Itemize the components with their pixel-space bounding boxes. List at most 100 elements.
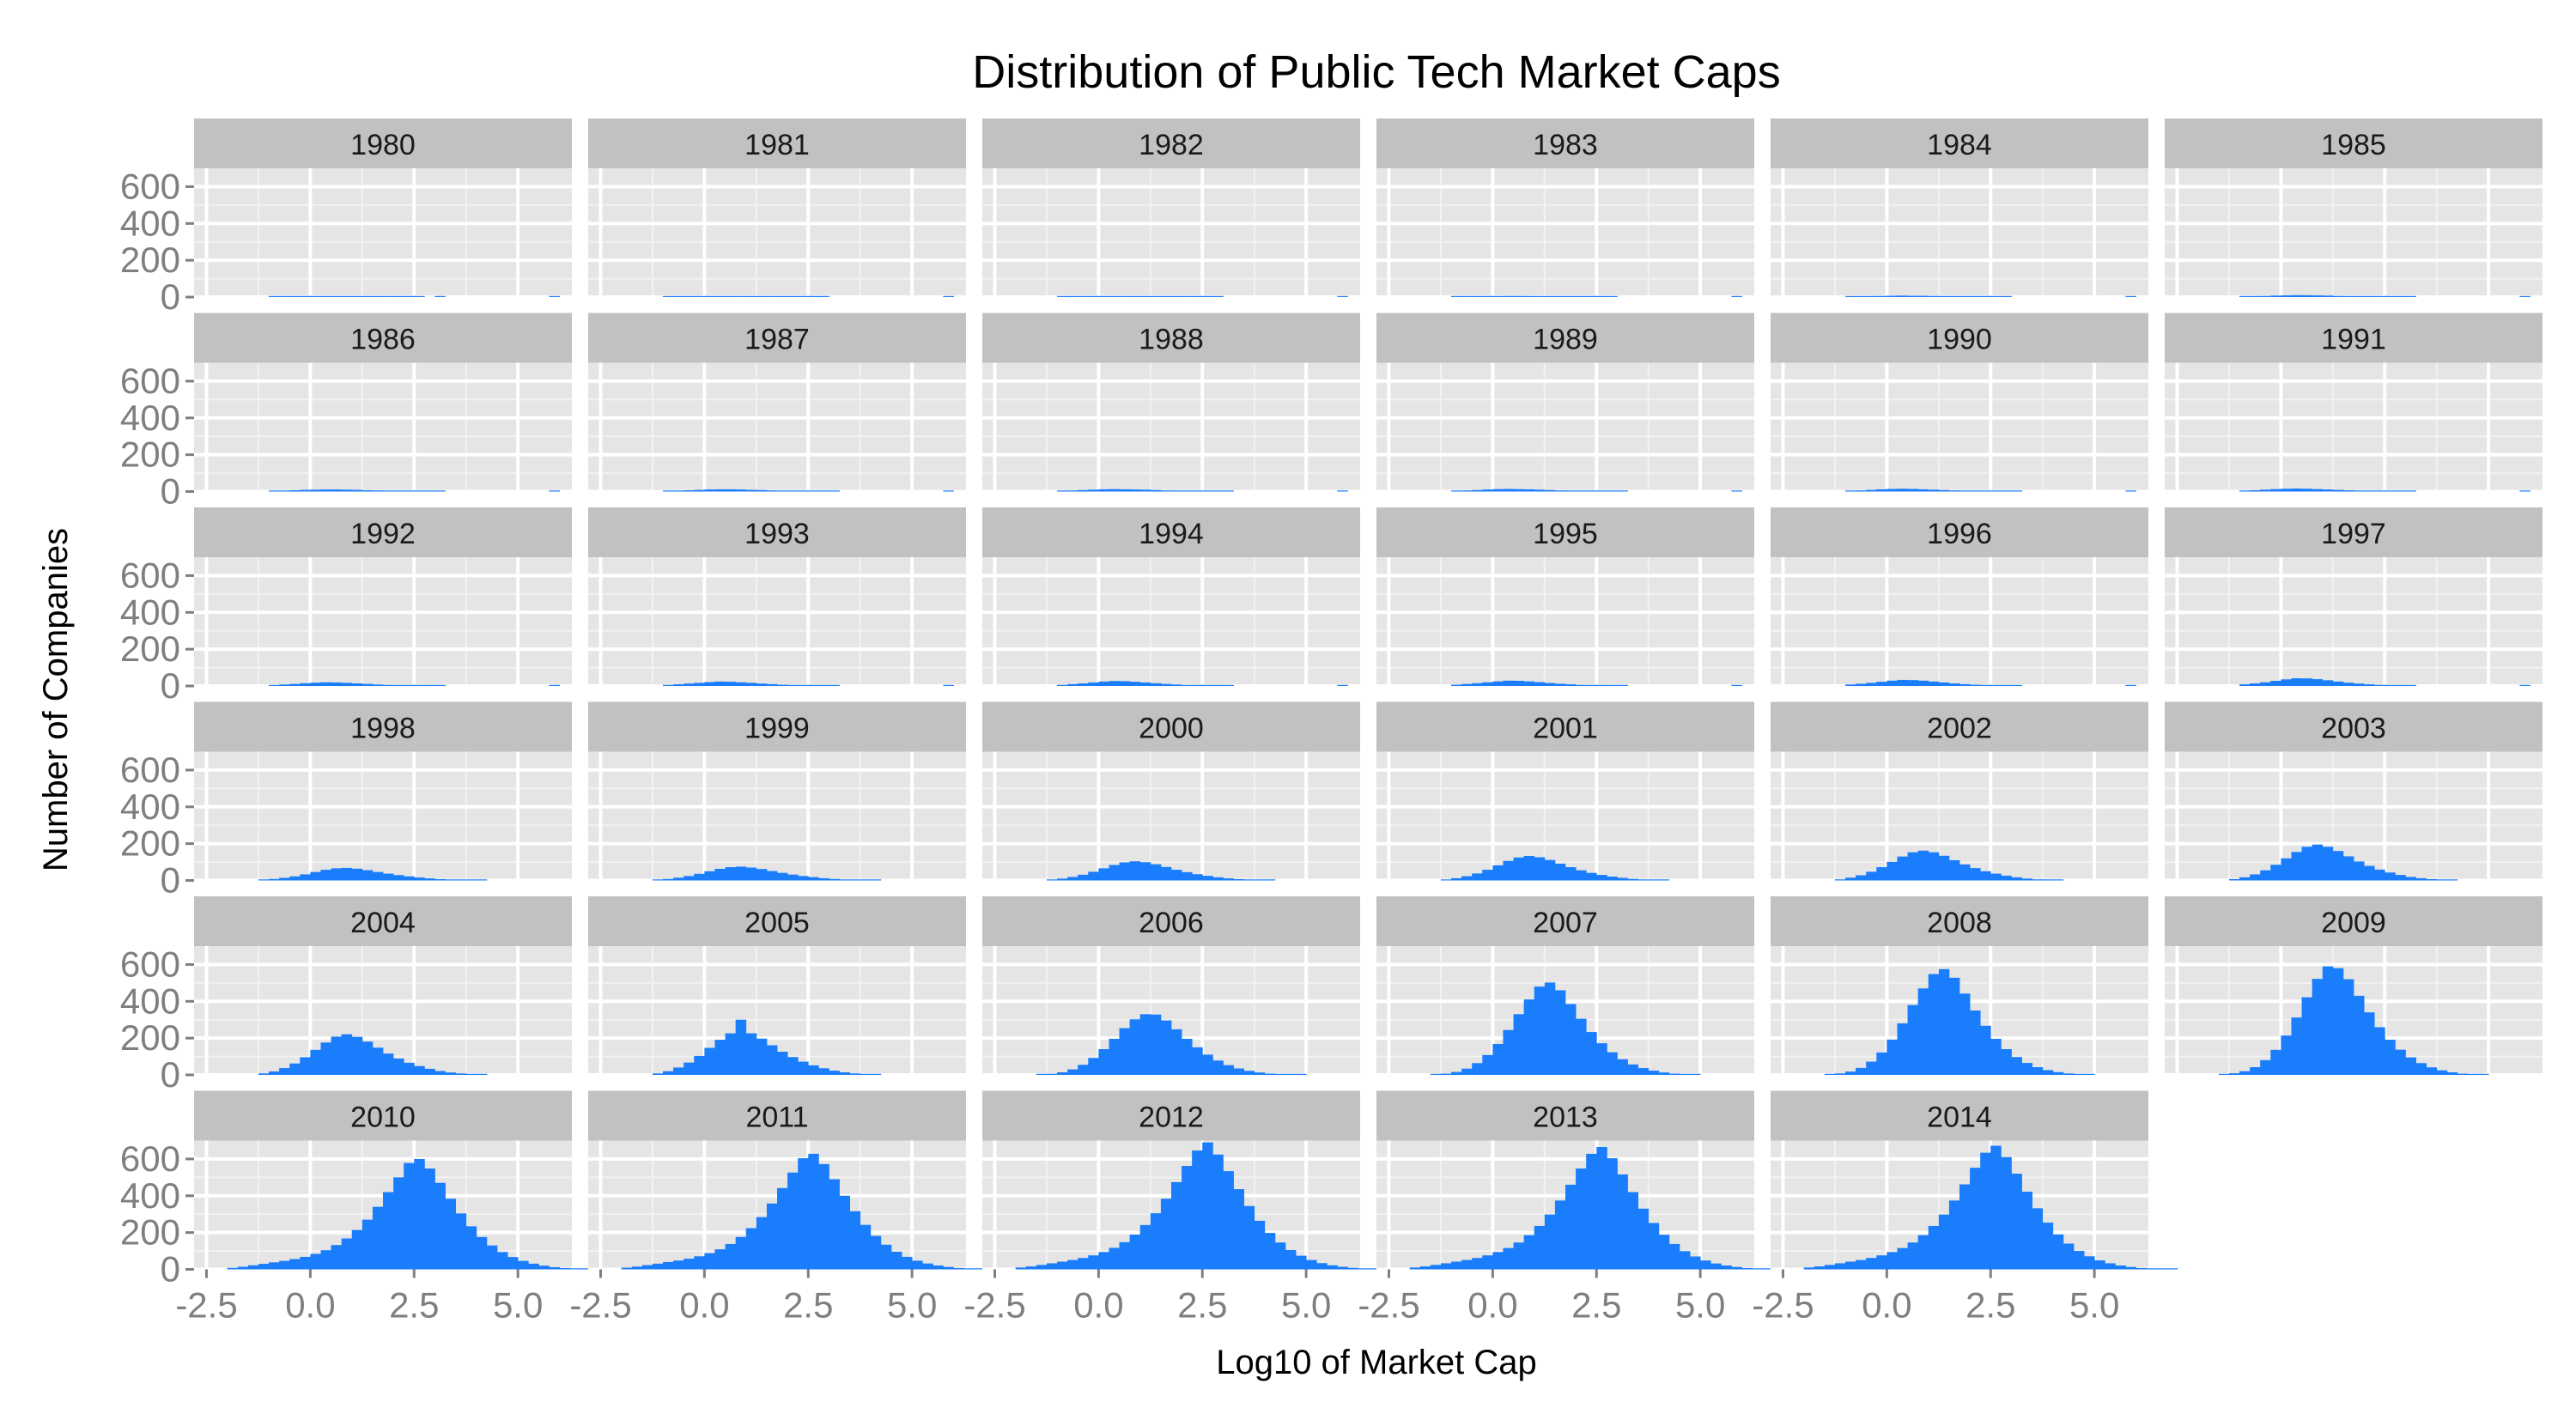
histogram-bar [673, 1260, 684, 1270]
histogram-bar [1078, 295, 1089, 297]
histogram-bar [2032, 879, 2044, 881]
histogram-bar [1658, 1235, 1670, 1270]
histogram-bar [414, 490, 425, 492]
histogram-bar [1492, 295, 1504, 297]
y-tick-label: 200 [120, 628, 180, 669]
facet-panel-1990: 1990 [1771, 313, 2148, 494]
histogram-bar [1223, 684, 1234, 686]
histogram-bar [258, 1264, 270, 1270]
facet-strip-label: 1996 [1927, 518, 1992, 550]
histogram-bar [756, 683, 768, 686]
y-tick-label: 600 [120, 555, 180, 595]
histogram-bar [455, 1213, 467, 1270]
histogram-bar [1192, 295, 1203, 297]
histogram-bar [1451, 877, 1462, 881]
histogram-bar [404, 1162, 415, 1270]
x-tick-label: 0.0 [1862, 1285, 1911, 1326]
facet-strip-label: 2012 [1139, 1102, 1204, 1134]
histogram-bar [361, 1219, 374, 1270]
histogram-bar [1980, 1152, 1991, 1270]
histogram-bar [1078, 683, 1089, 686]
histogram-bar [320, 489, 331, 492]
histogram-bar [1845, 295, 1856, 297]
histogram-bar [331, 295, 343, 297]
histogram-bar [1171, 1181, 1182, 1270]
histogram-bar [2073, 1073, 2085, 1075]
facet-panel-2011: 2011 -2.5 0.0 2.5 5.0 [569, 1090, 996, 1326]
histogram-bar [1430, 1073, 1442, 1075]
histogram-bar [1088, 489, 1099, 492]
histogram-bar [2001, 875, 2012, 881]
panel-background [588, 362, 966, 492]
facet-panel-1989: 1989 [1376, 313, 1754, 494]
histogram-bar [974, 1268, 986, 1270]
histogram-bar [2332, 489, 2344, 492]
histogram-bar [1067, 683, 1078, 686]
histogram-bar [2332, 851, 2344, 881]
facet-strip [588, 701, 966, 752]
histogram-bar [1503, 489, 1514, 492]
histogram-bar [1513, 489, 1525, 492]
histogram-bar [1274, 1242, 1286, 1270]
y-tick-label: 0 [161, 276, 180, 317]
histogram-bar [227, 1267, 239, 1270]
histogram-bar [880, 1244, 892, 1270]
histogram-bar [1461, 876, 1473, 881]
facet-strip-label: 2010 [350, 1102, 416, 1134]
panel-background [982, 557, 1360, 686]
facet-strip-label: 2000 [1139, 713, 1204, 745]
facet-panel-2009: 2009 [2165, 896, 2543, 1077]
y-tick-label: 200 [120, 240, 180, 280]
histogram-bar [756, 1038, 768, 1075]
histogram-bar [1212, 684, 1224, 686]
histogram-bar [849, 1073, 861, 1075]
histogram-bar [1139, 295, 1151, 297]
facet-panel-2012: 2012 -2.5 0.0 2.5 5.0 [963, 1090, 1390, 1326]
facet-strip [982, 1090, 1360, 1141]
facet-strip [1376, 313, 1754, 363]
histogram-bar [1627, 1064, 1639, 1075]
histogram-bar [1482, 295, 1493, 297]
histogram-bar [766, 683, 778, 686]
histogram-bar [2270, 681, 2281, 686]
histogram-bar [1274, 1073, 1286, 1075]
x-tick-label: 2.5 [1571, 1285, 1621, 1326]
histogram-bar [2312, 295, 2324, 297]
histogram-bar [361, 870, 374, 881]
facet-strip [1376, 507, 1754, 557]
histogram-bar [1637, 1068, 1649, 1075]
histogram-bar [777, 1187, 788, 1270]
facet-strip-label: 2011 [745, 1102, 808, 1134]
histogram-bar [1959, 1184, 1971, 1270]
histogram-bar [445, 1072, 457, 1075]
histogram-bar [404, 490, 415, 492]
histogram-bar [912, 1260, 923, 1270]
histogram-bar [2364, 490, 2375, 492]
histogram-bar [414, 1158, 425, 1270]
histogram-bar [1856, 1259, 1867, 1270]
y-tick-label: 0 [161, 471, 180, 512]
histogram-bar [1057, 295, 1068, 297]
histogram-bar [2405, 295, 2416, 297]
panel-background [2165, 362, 2543, 492]
histogram-bar [818, 295, 829, 297]
histogram-bar [1212, 877, 1224, 881]
histogram-bar [704, 295, 715, 297]
histogram-bar [1182, 490, 1193, 492]
histogram-bar [870, 1073, 882, 1075]
histogram-bar [2374, 869, 2385, 881]
histogram-bar [663, 878, 674, 881]
histogram-bar [1959, 295, 1971, 297]
histogram-bar [1243, 879, 1255, 881]
histogram-bar [300, 683, 311, 686]
facet-strip [1771, 701, 2148, 752]
histogram-bar [2364, 684, 2375, 686]
histogram-bar [2519, 684, 2530, 686]
facet-strip-label: 1992 [350, 518, 416, 550]
histogram-bar [2385, 295, 2396, 297]
histogram-bar [1513, 295, 1525, 297]
histogram-bar [2446, 1072, 2458, 1075]
histogram-bar [1544, 683, 1556, 686]
histogram-bar [1607, 490, 1618, 492]
